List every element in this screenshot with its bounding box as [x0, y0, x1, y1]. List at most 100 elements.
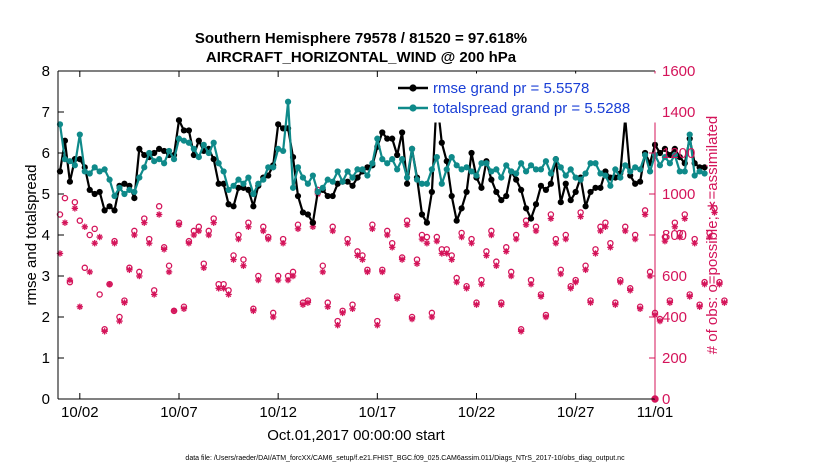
rmse-point: [156, 145, 163, 152]
obs-possible-point: [96, 291, 103, 298]
asterisk-stroke: [483, 252, 490, 259]
asterisk-stroke: [657, 318, 663, 324]
obs-assimilated-point: [61, 219, 69, 226]
asterisk-stroke: [696, 304, 703, 310]
rmse-point: [557, 199, 564, 206]
rmse-point: [384, 135, 391, 142]
rmse-point: [572, 188, 579, 196]
obs-assimilated-point: [364, 268, 371, 276]
x-tick-label: 10/07: [160, 404, 198, 421]
obs-assimilated-point: [106, 281, 113, 288]
obs-assimilated-point: [453, 278, 460, 286]
totalspread-point: [101, 166, 108, 173]
totalspread-point: [374, 135, 381, 142]
obs-possible-point: [56, 211, 64, 218]
asterisk-stroke: [215, 285, 222, 291]
obs-assimilated-point: [443, 250, 450, 257]
totalspread-point: [656, 162, 664, 169]
totalspread-point: [284, 98, 292, 105]
rmse-point: [121, 180, 128, 187]
obs-assimilated-point: [81, 223, 88, 230]
totalspread-point: [607, 182, 614, 189]
totalspread-point: [552, 156, 559, 163]
left-y-tick-label: 7: [42, 104, 50, 121]
asterisk-stroke: [176, 222, 182, 228]
totalspread-point: [364, 172, 371, 179]
totalspread-point: [220, 168, 227, 175]
asterisk-stroke: [444, 250, 450, 257]
obs-assimilated-point: [498, 301, 505, 308]
asterisk-stroke: [220, 285, 227, 291]
obs-assimilated-point: [706, 233, 713, 241]
rmse-point: [458, 205, 465, 212]
totalspread-point: [522, 168, 530, 175]
totalspread-point: [389, 156, 396, 163]
totalspread-point: [617, 174, 624, 181]
totalspread-point: [403, 174, 411, 181]
asterisk-stroke: [201, 265, 207, 271]
obs-assimilated-point: [448, 256, 455, 263]
asterisk-stroke: [364, 269, 371, 275]
asterisk-stroke: [662, 238, 668, 244]
totalspread-point: [235, 176, 242, 183]
obs-assimilated-point: [339, 309, 346, 317]
asterisk-stroke: [339, 310, 346, 316]
totalspread-point: [61, 156, 69, 163]
obs-assimilated-point: [210, 219, 217, 226]
totalspread-point: [240, 180, 247, 187]
asterisk-stroke: [91, 240, 98, 246]
rmse-point: [676, 154, 683, 161]
obs-assimilated-point: [349, 305, 356, 312]
asterisk-stroke: [503, 248, 509, 255]
obs-assimilated-point: [622, 227, 629, 235]
asterisk-stroke: [344, 240, 351, 246]
rmse-point: [220, 180, 227, 187]
legend-spread-marker: [409, 104, 417, 112]
asterisk-stroke: [568, 285, 574, 291]
asterisk-stroke: [111, 240, 118, 246]
asterisk-stroke: [186, 240, 192, 246]
asterisk-stroke: [369, 226, 376, 232]
asterisk-stroke: [379, 269, 385, 275]
obs-possible-point: [319, 262, 327, 269]
totalspread-point: [518, 160, 525, 167]
obs-possible-point: [61, 194, 69, 202]
asterisk-stroke: [627, 287, 633, 294]
asterisk-stroke: [577, 213, 584, 220]
totalspread-point: [696, 168, 703, 175]
obs-assimilated-point: [468, 240, 475, 247]
obs-assimilated-point: [676, 233, 683, 241]
obs-assimilated-point: [577, 213, 584, 220]
obs-assimilated-point: [155, 211, 163, 218]
obs-assimilated-point: [289, 272, 297, 280]
rmse-point: [299, 209, 307, 216]
asterisk-stroke: [121, 299, 128, 306]
obs-assimilated-point: [423, 240, 431, 247]
totalspread-point: [483, 160, 490, 167]
axes: 10/02 10/07 10/12 10/17 10/22 10/27 11/0101234…: [42, 63, 696, 421]
obs-assimilated-point: [71, 205, 79, 212]
totalspread-point: [270, 164, 277, 171]
obs-assimilated-point: [508, 272, 515, 280]
obs-assimilated-point: [716, 281, 723, 288]
obs-assimilated-point: [393, 295, 401, 302]
asterisk-stroke: [275, 277, 281, 283]
rmse-point: [587, 188, 594, 196]
rmse-point: [344, 178, 351, 185]
obs-possible-point: [155, 203, 163, 210]
asterisk-stroke: [67, 277, 73, 283]
obs-assimilated-point: [587, 299, 594, 306]
obs-assimilated-point: [493, 262, 500, 269]
totalspread-point: [309, 172, 316, 179]
asterisk-stroke: [642, 211, 648, 218]
obs-assimilated-point: [121, 299, 128, 306]
totalspread-point: [458, 166, 465, 173]
obs-assimilated-point: [146, 240, 153, 247]
right-y-tick-label: 1000: [662, 186, 695, 203]
asterisk-stroke: [295, 226, 301, 232]
rmse-point: [66, 178, 74, 185]
right-y-tick-label: 600: [662, 268, 687, 285]
totalspread-point: [215, 160, 222, 167]
right-y-tick-label: 1400: [662, 104, 695, 121]
asterisk-stroke: [359, 256, 366, 263]
